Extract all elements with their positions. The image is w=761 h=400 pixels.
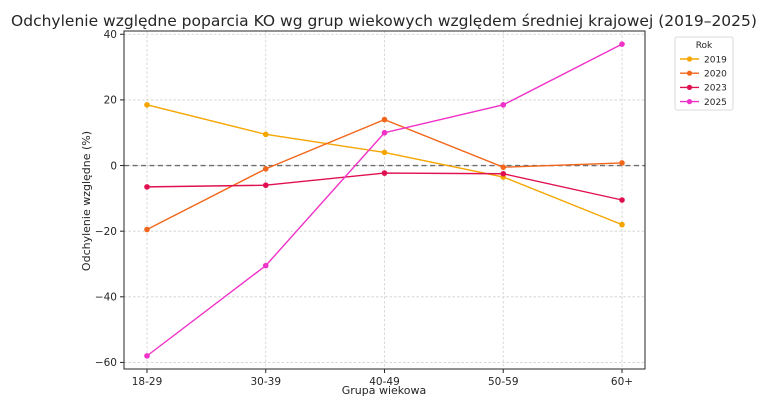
x-tick-label: 40-49 bbox=[369, 376, 400, 388]
legend-label: 2025 bbox=[704, 98, 727, 108]
legend-box bbox=[674, 36, 734, 111]
data-point bbox=[500, 164, 507, 170]
data-point bbox=[144, 184, 150, 190]
data-point bbox=[381, 129, 388, 136]
x-axis-label: Grupa wiekowa bbox=[342, 384, 427, 397]
legend-swatch-marker bbox=[686, 84, 693, 90]
data-point bbox=[619, 197, 625, 203]
x-tick-label: 18-29 bbox=[132, 376, 163, 388]
legend-swatch-marker bbox=[686, 99, 693, 105]
x-tick-label: 60+ bbox=[611, 376, 633, 388]
legend-label: 2019 bbox=[704, 55, 727, 65]
legend-title: Rok bbox=[696, 41, 713, 51]
y-tick-label: −40 bbox=[95, 292, 117, 304]
data-point bbox=[500, 102, 507, 108]
y-tick-label: −60 bbox=[95, 357, 117, 369]
y-tick-label: 0 bbox=[110, 160, 117, 172]
data-point bbox=[262, 262, 269, 269]
y-axis: 40 20 0 −20 −40 −60 bbox=[95, 29, 124, 369]
x-tick-label: 50-59 bbox=[488, 376, 519, 388]
legend: Rok 2019 2020 2023 2025 bbox=[674, 36, 734, 111]
data-point bbox=[262, 166, 269, 172]
data-point bbox=[381, 116, 388, 123]
x-tick-label: 30-39 bbox=[250, 376, 281, 388]
legend-item-2025: 2025 bbox=[680, 98, 727, 108]
y-axis-label: Odchylenie względne (%) bbox=[80, 131, 93, 271]
chart-title: Odchylenie względne poparcia KO wg grup … bbox=[11, 12, 757, 30]
series-layer bbox=[144, 41, 625, 359]
data-point bbox=[500, 170, 507, 177]
series-2023 bbox=[144, 170, 625, 203]
grid bbox=[124, 31, 645, 369]
legend-label: 2020 bbox=[704, 70, 727, 80]
series-2025 bbox=[144, 41, 625, 359]
data-point bbox=[619, 221, 625, 228]
x-axis: 18-29 30-39 40-49 50-59 60+ bbox=[132, 369, 633, 388]
data-point bbox=[619, 160, 625, 166]
data-point bbox=[381, 170, 388, 176]
legend-swatch-marker bbox=[686, 56, 693, 62]
data-point bbox=[619, 41, 625, 47]
data-point bbox=[262, 131, 269, 138]
y-tick-label: 40 bbox=[104, 29, 117, 41]
legend-item-2020: 2020 bbox=[680, 70, 727, 80]
series-2019 bbox=[144, 102, 625, 228]
y-tick-label: 20 bbox=[104, 95, 117, 107]
y-tick-label: −20 bbox=[95, 226, 117, 238]
data-point bbox=[144, 102, 150, 108]
legend-items: 2019 2020 2023 2025 bbox=[680, 55, 727, 108]
series-2020 bbox=[144, 116, 625, 233]
data-point bbox=[262, 182, 269, 189]
legend-label: 2023 bbox=[704, 84, 727, 94]
data-point bbox=[381, 149, 388, 156]
legend-item-2019: 2019 bbox=[680, 55, 727, 65]
data-point bbox=[144, 353, 150, 359]
legend-swatch-marker bbox=[686, 70, 693, 76]
legend-item-2023: 2023 bbox=[680, 84, 727, 94]
data-point bbox=[144, 226, 150, 233]
